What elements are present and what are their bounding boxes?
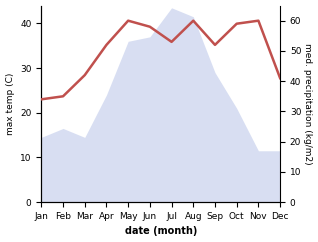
- Y-axis label: max temp (C): max temp (C): [5, 73, 15, 135]
- X-axis label: date (month): date (month): [125, 227, 197, 236]
- Y-axis label: med. precipitation (kg/m2): med. precipitation (kg/m2): [303, 43, 313, 165]
